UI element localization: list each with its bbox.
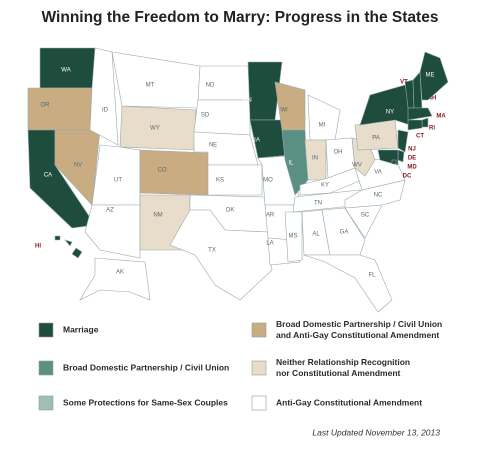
legend-swatch [38,395,54,411]
legend-swatch [38,360,54,376]
state-label: HI [35,244,41,250]
state-label: DC [403,174,412,180]
legend-label: Broad Domestic Partnership / Civil Union [276,319,442,329]
state-shape [111,51,201,109]
state-label: SD [201,113,210,119]
legend-swatch [251,360,267,376]
state-shape [79,257,151,301]
state-shape [64,239,73,247]
state-shape [139,149,211,196]
state-shape [391,159,397,165]
state-label: IN [312,156,318,162]
state-label: VA [374,170,382,176]
state-label: MT [146,83,155,89]
state-shape [284,211,303,263]
legend-label: Anti-Gay Constitutional Amendment [276,397,422,407]
legend-swatch [251,395,267,411]
state-label: NJ [408,147,416,153]
state-label: NH [428,96,437,102]
state-label: OH [334,150,343,156]
state-label: CA [44,173,52,179]
legend-label: nor Constitutional Amendment [276,368,401,378]
state-label: IA [254,138,260,144]
state-label: MO [263,178,273,184]
state-label: MN [242,98,251,104]
state-shape [397,149,405,163]
legend-label: Some Protections for Same-Sex Couples [63,397,228,407]
state-label: PA [372,136,380,142]
legend-label: and Anti-Gay Constitutional Amendment [276,330,439,340]
state-label: KS [216,178,224,184]
state-shape [397,129,409,153]
state-shape [421,117,429,128]
state-label: NM [153,213,162,219]
state-label: SC [361,213,370,219]
state-label: VT [400,80,408,86]
state-label: GA [340,230,349,236]
state-label: LA [266,241,273,247]
state-label: TX [208,248,216,254]
state-label: NV [74,163,82,169]
state-label: UT [114,178,122,184]
state-label: NY [386,110,394,116]
footer: Last Updated November 13, 2013 [312,427,440,437]
state-label: WA [61,68,70,74]
state-label: IL [288,161,294,167]
title: Winning the Freedom to Marry: Progress i… [42,9,439,26]
state-label: OK [226,208,235,214]
legend-swatch [251,322,267,338]
state-shape [303,254,393,313]
legend-label: Broad Domestic Partnership / Civil Union [63,362,229,372]
state-label: FL [368,273,376,279]
state-label: MI [319,123,326,129]
state-label: NC [374,193,383,199]
state-label: TN [314,201,322,207]
state-shape [407,119,423,131]
state-shape [321,207,366,256]
state-shape [91,144,141,206]
state-label: RI [429,126,435,132]
state-shape [89,47,119,146]
state-label: CO [158,168,167,174]
state-label: NE [209,143,217,149]
state-shape [71,247,83,259]
state-label: AL [312,232,320,238]
state-label: DE [408,156,416,162]
state-label: MA [436,114,446,120]
state-shape [54,235,61,241]
state-label: ME [426,73,435,79]
state-label: MD [407,165,417,171]
state-label: AR [266,213,275,219]
state-shape [407,107,433,121]
state-shape [419,51,449,101]
state-label: ID [102,108,109,114]
state-shape [359,84,413,126]
state-label: ND [206,83,215,89]
legend-swatch [38,322,54,338]
state-label: AZ [106,208,114,214]
state-label: WV [352,163,362,169]
state-label: OR [41,103,51,109]
state-shape [169,209,273,301]
state-label: CT [416,134,424,140]
state-shape [207,164,263,196]
state-label: AK [116,270,124,276]
state-label: MS [289,234,298,240]
state-label: KY [321,183,329,189]
legend-label: Neither Relationship Recognition [276,357,410,367]
state-shape [84,204,141,259]
state-shape [307,94,341,141]
state-label: WY [150,126,160,132]
legend-label: Marriage [63,324,99,334]
state-label: WI [280,108,288,114]
state-shape [27,87,93,131]
